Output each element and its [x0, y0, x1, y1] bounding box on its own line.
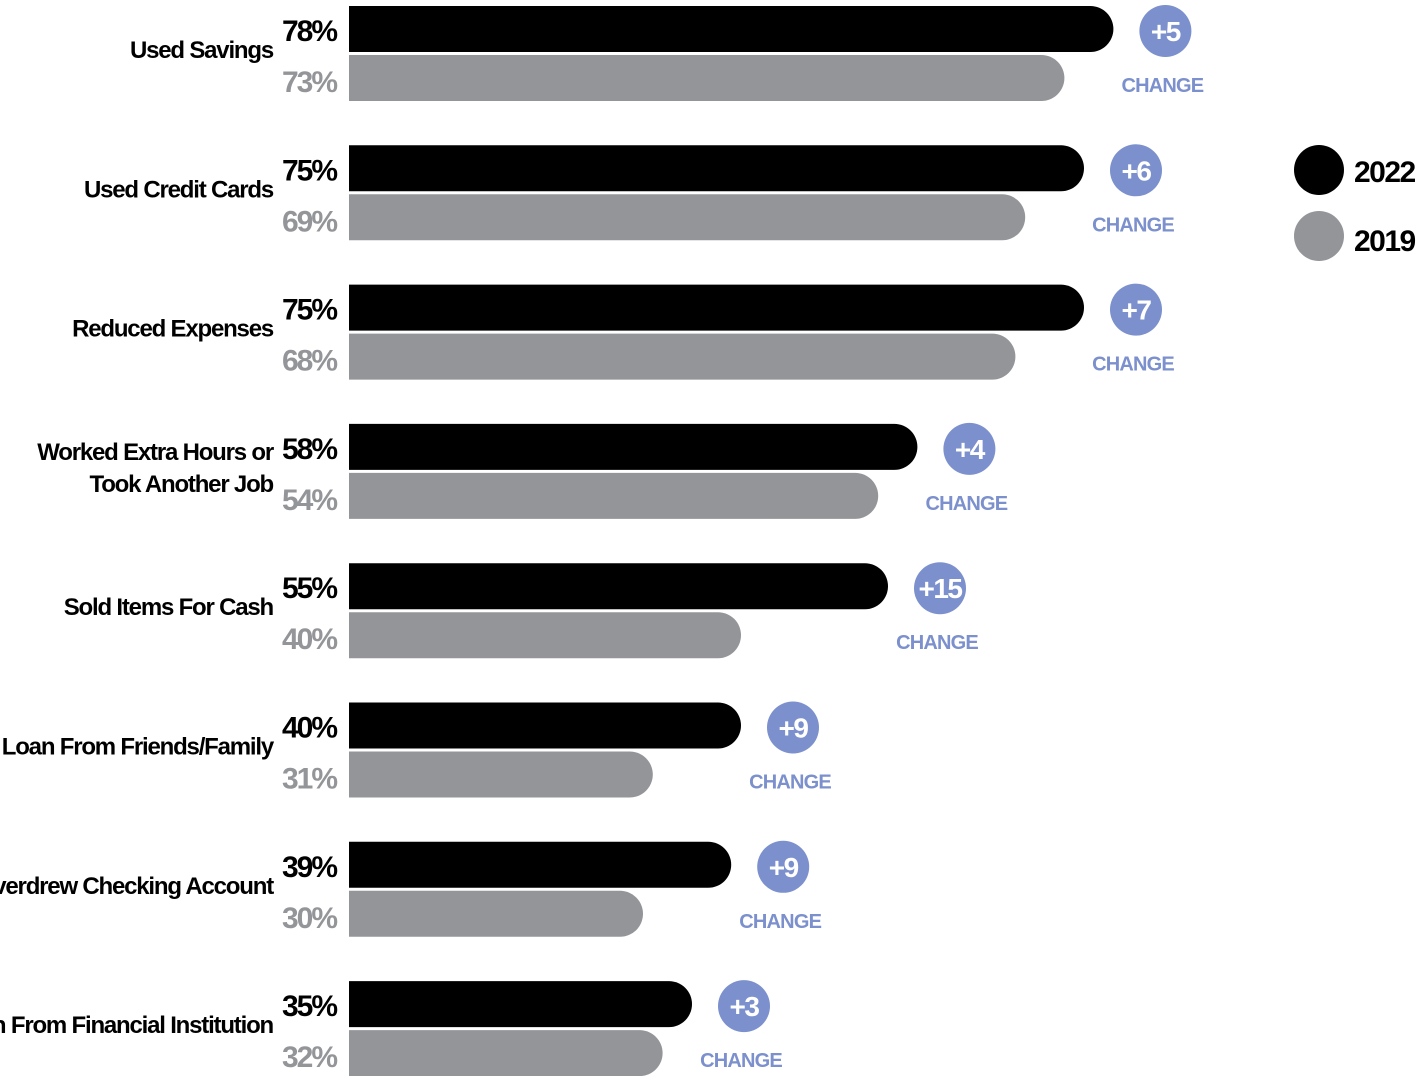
bar-2019 — [349, 612, 741, 659]
value-label-2022: 75% — [282, 294, 337, 327]
category-label: Loan From Financial Institution — [0, 1012, 274, 1039]
category-label-line: Took Another Job — [90, 471, 274, 498]
change-caption: CHANGE — [1092, 214, 1174, 236]
category-group-reduced-expenses: 75% 68% Reduced Expenses +7 CHANGE — [72, 283, 1175, 380]
bar-2022 — [349, 702, 741, 749]
bar-2022 — [349, 6, 1114, 52]
bar-2019 — [349, 333, 1016, 380]
value-label-2019: 30% — [282, 902, 337, 935]
category-group-used-credit-cards: 75% 69% Used Credit Cards +6 CHANGE — [84, 144, 1175, 241]
value-label-2022: 58% — [282, 433, 337, 466]
category-group-sold-items-for-cash: 55% 40% Sold Items For Cash +15 CHANGE — [64, 562, 979, 659]
value-label-2019: 73% — [282, 66, 337, 99]
change-badge — [1139, 5, 1192, 57]
category-label-line: Worked Extra Hours or — [37, 439, 274, 466]
bar-2019 — [349, 194, 1026, 241]
value-label-2022: 40% — [282, 712, 337, 745]
bar-2019 — [349, 472, 879, 519]
value-label-2019: 31% — [282, 763, 337, 796]
change-badge — [943, 422, 996, 475]
bar-2019 — [349, 55, 1065, 101]
category-label: Overdrew Checking Account — [0, 873, 274, 900]
bar-2022 — [349, 145, 1084, 192]
change-value: +5 — [1151, 16, 1181, 47]
value-label-2022: 55% — [282, 572, 337, 605]
change-caption: CHANGE — [1092, 354, 1174, 376]
category-group-used-savings: 78% 73% Used Savings +5 CHANGE — [130, 5, 1205, 101]
category-group-loan-from-friends-family: 40% 31% Loan From Friends/Family +9 CHANGE — [2, 701, 832, 798]
bar-2019 — [349, 890, 643, 937]
change-badge — [1110, 144, 1162, 197]
chart-rows: 78% 73% Used Savings +5 CHANGE 75% 69% Used Cre… — [0, 5, 1205, 1076]
value-label-2019: 54% — [282, 484, 337, 517]
legend-label-2022: 2022 — [1354, 156, 1416, 189]
change-badge — [1110, 283, 1162, 336]
change-value: +6 — [1122, 155, 1152, 186]
category-label: Used Credit Cards — [84, 176, 274, 203]
legend-label-2019: 2019 — [1354, 225, 1416, 258]
category-label: Used Savings — [130, 37, 274, 64]
change-value: +9 — [769, 852, 799, 883]
change-badge — [767, 701, 819, 754]
change-caption: CHANGE — [1121, 75, 1203, 97]
category-group-loan-from-financial-institution: 35% 32% Loan From Financial Institution +3 C… — [0, 980, 783, 1076]
category-label: Sold Items For Cash — [64, 594, 274, 621]
change-badge — [757, 840, 810, 893]
value-label-2022: 75% — [282, 154, 337, 187]
change-caption: CHANGE — [739, 911, 821, 933]
change-caption: CHANGE — [896, 632, 978, 654]
change-caption: CHANGE — [925, 493, 1007, 515]
value-label-2019: 32% — [282, 1041, 337, 1074]
bar-2019 — [349, 1030, 663, 1076]
change-value: +7 — [1122, 295, 1152, 326]
bar-2022 — [349, 284, 1084, 331]
legend: 2022 2019 — [1294, 145, 1417, 261]
bar-2022 — [349, 981, 693, 1028]
bar-2022 — [349, 563, 888, 610]
change-badge — [718, 980, 770, 1033]
value-label-2019: 69% — [282, 205, 337, 238]
change-value: +4 — [955, 434, 986, 465]
value-label-2019: 68% — [282, 345, 337, 378]
legend-marker-2022 — [1294, 145, 1344, 195]
bar-2022 — [349, 423, 918, 470]
change-value: +9 — [779, 713, 809, 744]
legend-marker-2019 — [1294, 211, 1344, 261]
bar-2022 — [349, 841, 732, 888]
category-group-worked-extra-hours-or-took-another-job: 58% 54% Worked Extra Hours or Took Another … — [37, 422, 1009, 519]
category-label: Reduced Expenses — [72, 316, 274, 343]
change-value: +3 — [730, 991, 760, 1022]
change-caption: CHANGE — [749, 772, 831, 794]
bar-2019 — [349, 751, 653, 798]
value-label-2022: 39% — [282, 851, 337, 884]
category-group-overdrew-checking-account: 39% 30% Overdrew Checking Account +9 CHANGE — [0, 840, 822, 937]
change-value: +15 — [919, 573, 963, 604]
value-label-2022: 78% — [282, 15, 337, 48]
change-badge — [914, 562, 966, 615]
value-label-2022: 35% — [282, 990, 337, 1023]
value-label-2019: 40% — [282, 623, 337, 656]
category-label: Loan From Friends/Family — [2, 734, 275, 761]
change-caption: CHANGE — [700, 1050, 782, 1072]
